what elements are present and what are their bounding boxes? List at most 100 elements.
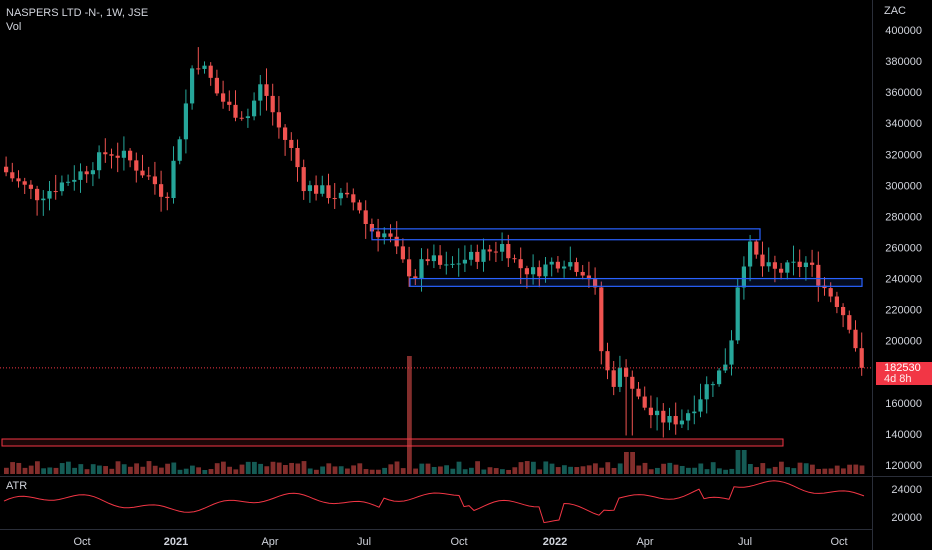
last-price-tag: 182530 4d 8h xyxy=(876,362,932,385)
y-tick-label: 240000 xyxy=(885,274,922,286)
candle-body xyxy=(301,167,306,192)
volume-bar xyxy=(202,469,208,474)
candle-body xyxy=(252,100,257,117)
candle-body xyxy=(772,262,777,269)
candle-body xyxy=(121,150,126,158)
candle-body xyxy=(512,258,517,260)
candle-body xyxy=(586,275,591,280)
volume-bar xyxy=(140,466,146,474)
candle-body xyxy=(493,251,498,253)
volume-bar xyxy=(283,465,288,474)
volume-bar xyxy=(456,461,462,474)
volume-bar xyxy=(555,467,561,474)
volume-bar xyxy=(487,467,493,474)
candle-body xyxy=(741,266,746,288)
volume-bar xyxy=(518,462,524,474)
candle-body xyxy=(803,262,808,268)
candle-body xyxy=(679,420,684,425)
resistance-zone-box xyxy=(371,228,761,241)
y-tick-label: 360000 xyxy=(885,87,922,99)
volume-bar xyxy=(345,468,350,474)
candle-body xyxy=(22,181,27,185)
candle-body xyxy=(47,191,52,199)
y-tick-label: 340000 xyxy=(885,118,922,130)
volume-bar xyxy=(847,464,852,474)
volume-bar xyxy=(159,467,164,474)
candle-body xyxy=(636,388,641,397)
volume-bar xyxy=(301,461,307,474)
candle-body xyxy=(568,262,573,267)
candle-body xyxy=(97,152,102,171)
candle-body xyxy=(134,160,139,171)
volume-bar xyxy=(797,462,803,474)
volume-label[interactable]: Vol xyxy=(6,21,22,33)
volume-bar xyxy=(276,462,282,474)
volume-bar xyxy=(121,464,127,474)
x-tick-label: 2021 xyxy=(164,536,188,548)
candle-body xyxy=(10,172,15,179)
candle-body xyxy=(611,370,616,387)
volume-bar xyxy=(785,467,790,474)
volume-bar xyxy=(791,468,797,474)
candle-body xyxy=(28,184,33,189)
atr-tick-label: 20000 xyxy=(891,512,922,524)
volume-bar xyxy=(183,468,189,474)
volume-bar xyxy=(4,467,9,474)
volume-bar xyxy=(10,462,15,474)
y-tick-label: 160000 xyxy=(885,398,922,410)
candle-body xyxy=(655,410,660,416)
volume-bar xyxy=(84,469,90,474)
volume-bar xyxy=(239,464,245,474)
candle-body xyxy=(431,255,436,262)
candle-body xyxy=(419,259,424,279)
candle-body xyxy=(692,411,697,414)
candle-body xyxy=(754,241,759,255)
volume-bar xyxy=(128,466,133,474)
atr-line xyxy=(3,480,865,524)
candle-body xyxy=(382,233,387,238)
candle-body xyxy=(642,396,647,408)
candle-body xyxy=(338,192,343,199)
y-tick-label: 260000 xyxy=(885,243,922,255)
volume-bar xyxy=(661,463,666,474)
volume-bar xyxy=(444,465,449,474)
candle-body xyxy=(648,407,653,416)
candle-body xyxy=(537,267,542,277)
candle-body xyxy=(438,255,443,265)
volume-bar xyxy=(307,468,313,474)
volume-bar xyxy=(16,462,22,474)
candle-body xyxy=(624,367,629,377)
volume-bar xyxy=(413,468,418,474)
candle-body xyxy=(388,233,393,237)
atr-label[interactable]: ATR xyxy=(6,480,28,492)
volume-bar xyxy=(822,468,828,474)
candle-body xyxy=(35,188,40,201)
candle-body xyxy=(704,384,709,400)
bar-countdown: 4d 8h xyxy=(884,373,912,385)
candle-body xyxy=(785,262,790,273)
currency-label: ZAC xyxy=(884,5,906,17)
volume-bar xyxy=(115,461,121,474)
symbol-title[interactable]: NASPERS LTD -N-, 1W, JSE xyxy=(6,7,149,19)
candle-body xyxy=(159,184,164,197)
candle-body xyxy=(841,306,846,316)
volume-bar xyxy=(103,466,108,474)
atr-tick-label: 24000 xyxy=(891,484,922,496)
volume-bar xyxy=(723,469,728,474)
volume-bar xyxy=(537,469,542,474)
candle-body xyxy=(729,340,734,365)
candle-body xyxy=(245,116,250,119)
volume-bar xyxy=(748,464,753,474)
candle-body xyxy=(735,287,740,341)
volume-zone-box xyxy=(1,438,784,447)
candle-body xyxy=(276,112,281,128)
y-tick-label: 380000 xyxy=(885,56,922,68)
volume-bar xyxy=(735,450,741,474)
candle-body xyxy=(748,241,753,267)
volume-bar xyxy=(258,463,263,474)
candle-body xyxy=(456,263,461,265)
volume-bar xyxy=(320,466,325,474)
volume-bar xyxy=(369,469,375,474)
volume-bar xyxy=(630,452,635,474)
